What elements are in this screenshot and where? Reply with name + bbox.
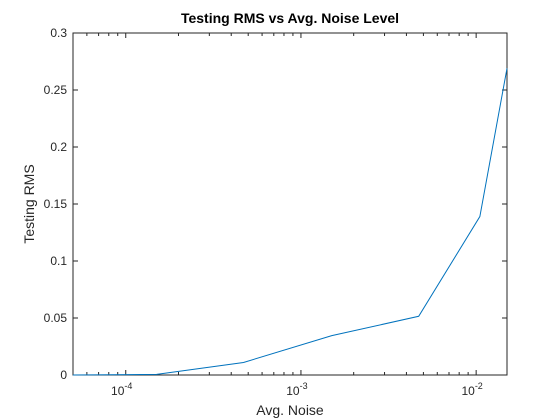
series-line: [72, 68, 508, 376]
x-tick-label: 10-2: [461, 381, 482, 398]
chart-title: Testing RMS vs Avg. Noise Level: [181, 10, 399, 26]
x-axis-label: Avg. Noise: [256, 402, 324, 418]
y-tick-label: 0.1: [50, 254, 67, 268]
x-tick-label: 10-4: [111, 381, 132, 398]
y-tick-label: 0.25: [44, 83, 68, 97]
y-tick-label: 0.15: [44, 197, 68, 211]
plot-area: 0 0.05 0.1 0.15 0.2 0.25 0.3 10-4 10-3 10-2: [44, 26, 508, 398]
y-tick-label: 0.3: [50, 26, 67, 40]
y-axis-label: Testing RMS: [21, 164, 37, 243]
y-tick-label: 0.2: [50, 140, 67, 154]
y-tick-label: 0.05: [44, 311, 68, 325]
plot-box: [72, 32, 508, 376]
x-tick-label: 10-3: [286, 381, 307, 398]
y-tick-label: 0: [60, 368, 67, 382]
